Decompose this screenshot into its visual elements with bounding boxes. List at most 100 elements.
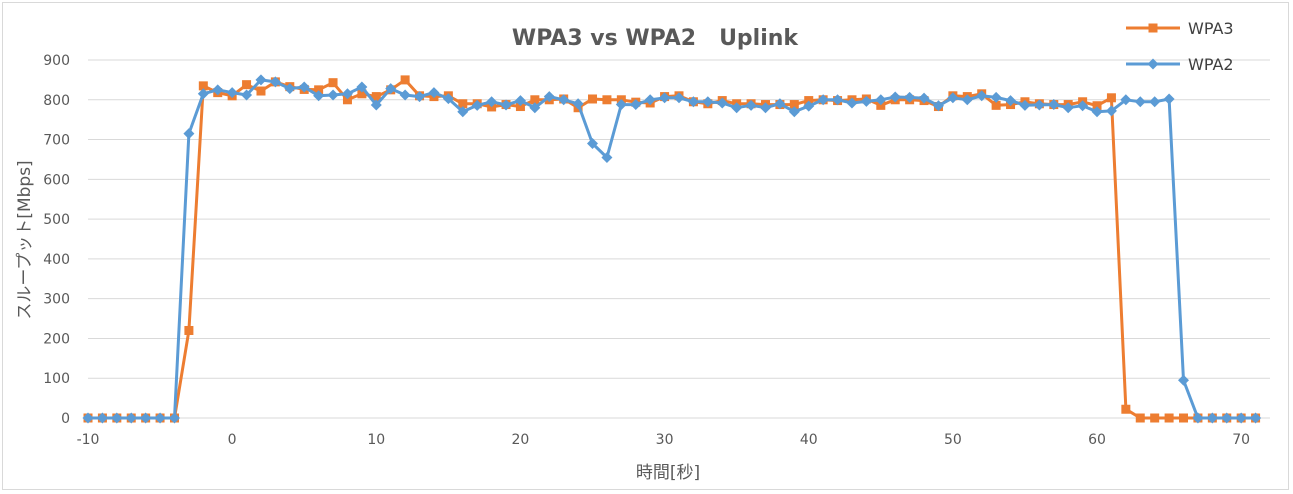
gridlines bbox=[88, 59, 1270, 419]
y-tick-label: 0 bbox=[61, 411, 70, 427]
series-line-wpa3 bbox=[88, 78, 1256, 420]
data-point bbox=[284, 83, 296, 95]
data-point bbox=[630, 99, 642, 111]
x-tick-label: 0 bbox=[228, 432, 237, 448]
data-point bbox=[399, 89, 411, 101]
data-point bbox=[428, 87, 440, 99]
data-point bbox=[745, 99, 757, 111]
x-tick-label: 10 bbox=[367, 432, 385, 448]
series-line-wpa2 bbox=[88, 78, 1256, 420]
data-point bbox=[947, 92, 959, 104]
data-point bbox=[918, 92, 930, 104]
series-wpa3 bbox=[83, 75, 1261, 423]
data-point bbox=[904, 91, 916, 103]
data-point bbox=[314, 85, 324, 95]
data-point bbox=[1077, 100, 1089, 112]
data-point bbox=[1105, 105, 1117, 117]
data-point bbox=[298, 81, 310, 93]
data-point bbox=[875, 94, 887, 106]
data-point bbox=[82, 412, 94, 424]
data-point bbox=[241, 89, 253, 101]
x-tick-label: 30 bbox=[656, 432, 674, 448]
data-point bbox=[1235, 412, 1247, 424]
data-point bbox=[342, 95, 352, 105]
data-point bbox=[457, 106, 469, 118]
data-point bbox=[1091, 106, 1103, 118]
data-point bbox=[242, 80, 252, 90]
data-point bbox=[125, 412, 137, 424]
legend-label: WPA3 bbox=[1188, 19, 1234, 38]
data-point bbox=[1192, 412, 1204, 424]
data-point bbox=[370, 99, 382, 111]
y-tick-label: 800 bbox=[43, 93, 70, 109]
data-point bbox=[1250, 412, 1262, 424]
y-axis-ticks: 0 100 200 300 400 500 600 700 800 900 bbox=[43, 53, 70, 427]
y-axis-label: スループット[Mbps] bbox=[15, 160, 35, 319]
data-point bbox=[269, 76, 281, 88]
data-point bbox=[529, 102, 541, 114]
data-point bbox=[803, 100, 815, 112]
data-point bbox=[471, 99, 483, 111]
series-group bbox=[82, 74, 1262, 424]
data-point bbox=[255, 74, 267, 86]
data-point bbox=[1019, 99, 1031, 111]
data-point bbox=[731, 102, 743, 114]
data-point bbox=[357, 89, 367, 99]
data-point bbox=[356, 81, 368, 93]
data-point bbox=[154, 412, 166, 424]
series-wpa2 bbox=[82, 74, 1262, 424]
data-point bbox=[716, 97, 728, 109]
data-point bbox=[111, 412, 123, 424]
data-point bbox=[1206, 412, 1218, 424]
data-point bbox=[846, 97, 858, 109]
data-point bbox=[1033, 99, 1045, 111]
data-point bbox=[256, 86, 266, 96]
x-axis-label: 時間[秒] bbox=[636, 463, 700, 483]
y-tick-label: 300 bbox=[43, 292, 70, 308]
data-point bbox=[96, 412, 108, 424]
data-point bbox=[804, 96, 814, 106]
data-point bbox=[572, 98, 584, 110]
data-point bbox=[1164, 413, 1174, 423]
y-tick-label: 500 bbox=[43, 212, 70, 228]
data-point bbox=[789, 100, 799, 110]
y-tick-label: 600 bbox=[43, 172, 70, 188]
data-point bbox=[615, 99, 627, 111]
data-point bbox=[198, 81, 208, 91]
data-point bbox=[442, 93, 454, 105]
data-point bbox=[1120, 94, 1132, 106]
y-tick-label: 100 bbox=[43, 371, 70, 387]
data-point bbox=[1135, 413, 1145, 423]
data-point bbox=[140, 412, 152, 424]
data-point bbox=[385, 83, 397, 95]
data-point bbox=[530, 95, 540, 105]
data-point bbox=[687, 96, 699, 108]
data-point bbox=[1150, 413, 1160, 423]
data-point bbox=[226, 87, 238, 99]
data-point bbox=[601, 151, 613, 163]
x-tick-label: 40 bbox=[800, 432, 818, 448]
data-point bbox=[991, 100, 1001, 110]
y-tick-label: 700 bbox=[43, 133, 70, 149]
x-tick-label: 50 bbox=[944, 432, 962, 448]
data-point bbox=[659, 92, 671, 104]
data-point bbox=[1178, 374, 1190, 386]
data-point bbox=[486, 96, 498, 108]
legend-label: WPA2 bbox=[1188, 55, 1234, 74]
data-point bbox=[500, 99, 512, 111]
data-point bbox=[327, 89, 339, 101]
data-point bbox=[1163, 93, 1175, 105]
data-point bbox=[1048, 99, 1060, 111]
data-point bbox=[817, 94, 829, 106]
data-point bbox=[961, 94, 973, 106]
data-point bbox=[197, 88, 209, 100]
y-tick-label: 200 bbox=[43, 331, 70, 347]
data-point bbox=[184, 325, 194, 335]
data-point bbox=[313, 90, 325, 102]
data-point bbox=[759, 102, 771, 114]
chart-title: WPA3 vs WPA2 Uplink bbox=[512, 26, 799, 51]
data-point bbox=[1179, 413, 1189, 423]
x-tick-label: 60 bbox=[1088, 432, 1106, 448]
data-point bbox=[341, 88, 353, 100]
